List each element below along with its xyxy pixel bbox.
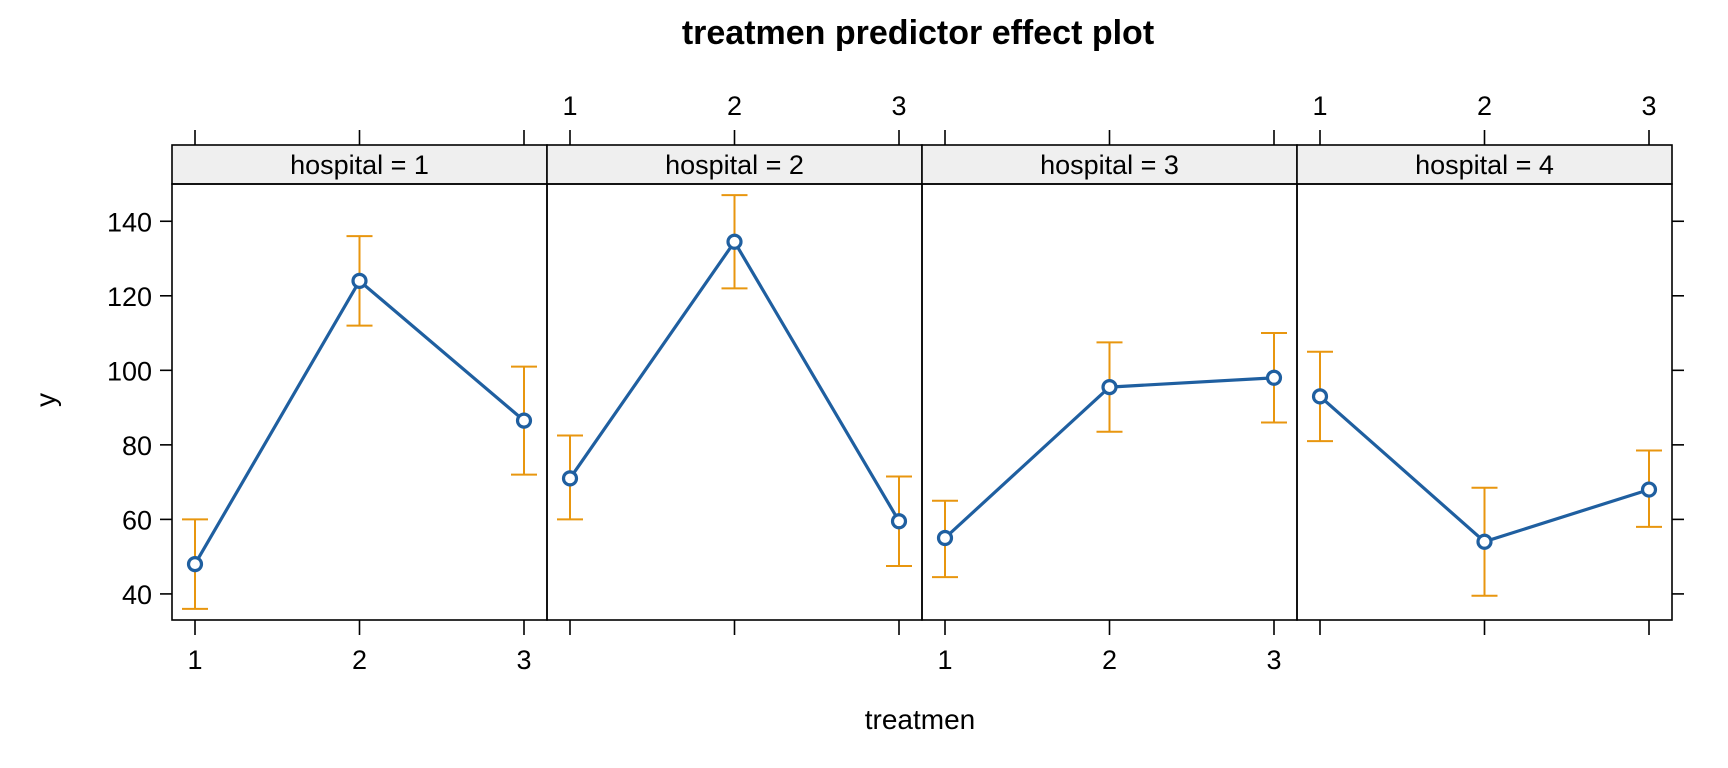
y-tick-label: 60 [122,505,152,535]
data-point [1311,388,1329,405]
strip-label-3: hospital = 3 [1040,150,1179,180]
y-tick-label: 140 [107,207,152,237]
x-tick-label: 1 [187,645,202,675]
y-tick-label: 120 [107,282,152,312]
x-tick-label-top: 2 [727,91,742,121]
chart-title: treatmen predictor effect plot [682,14,1154,52]
strip-4 [1296,144,1673,185]
y-tick-label: 40 [122,580,152,610]
y-tick-label: 80 [122,431,152,461]
data-point [1265,369,1283,386]
strip-label-1: hospital = 1 [290,150,429,180]
x-tick-label: 2 [352,645,367,675]
strip-1 [171,144,548,185]
plot-area: 40 60 80 100 120 140 hospital = 1 1 2 3 hospital =… [107,91,1684,675]
data-point [936,529,954,547]
data-point [515,412,533,429]
x-axis-label: treatmen [865,704,976,735]
x-tick-label: 1 [937,645,952,675]
strip-label-2: hospital = 2 [665,150,804,180]
y-tick-label: 100 [107,356,152,386]
strip-label-4: hospital = 4 [1415,150,1554,180]
x-tick-label: 2 [1102,645,1117,675]
x-tick-label-top: 1 [1312,91,1327,121]
x-tick-label-top: 2 [1477,91,1492,121]
strip-3 [921,144,1298,185]
data-point [186,556,204,573]
data-point [1101,378,1118,396]
data-point [890,513,908,530]
data-point [726,233,743,250]
x-tick-label-top: 1 [562,91,577,121]
data-point [561,470,579,487]
data-point [351,272,368,289]
x-tick-label: 3 [1266,645,1281,675]
data-point [1476,533,1493,550]
data-point [1640,481,1658,498]
x-tick-label: 3 [516,645,531,675]
x-tick-label-top: 3 [891,91,906,121]
y-axis-label: y [30,393,61,407]
x-tick-label-top: 3 [1641,91,1656,121]
